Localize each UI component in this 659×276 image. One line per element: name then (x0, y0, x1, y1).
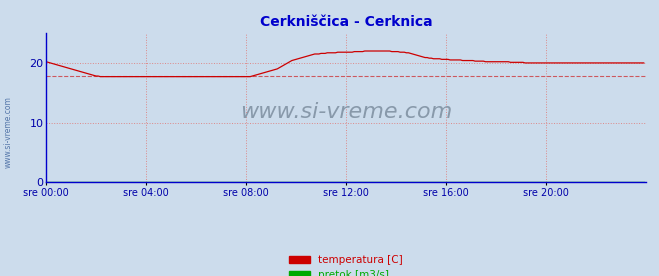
Title: Cerkniščica - Cerknica: Cerkniščica - Cerknica (260, 15, 432, 29)
Text: www.si-vreme.com: www.si-vreme.com (240, 102, 452, 122)
Legend: temperatura [C], pretok [m3/s]: temperatura [C], pretok [m3/s] (285, 251, 407, 276)
Text: www.si-vreme.com: www.si-vreme.com (3, 97, 13, 168)
